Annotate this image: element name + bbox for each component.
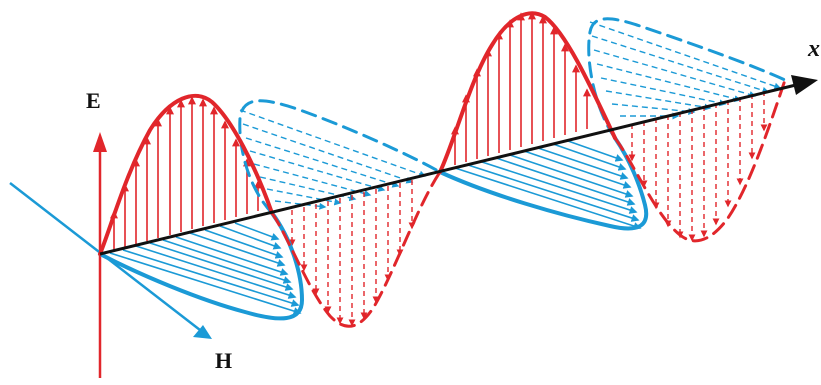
electric-field-vectors-dashed	[288, 91, 768, 327]
e-axis	[93, 132, 107, 378]
e-label: E	[86, 88, 101, 113]
h-label: H	[215, 348, 232, 373]
electric-field-envelope	[98, 11, 617, 256]
magnetic-field-vectors-dashed	[239, 21, 782, 210]
magnetic-field-envelope	[98, 136, 649, 321]
magnetic-field-envelope-dashed	[238, 17, 787, 215]
electric-field-vectors-solid	[110, 11, 591, 250]
propagation-axis	[99, 75, 818, 256]
electric-field-envelope-dashed	[270, 78, 787, 328]
x-label: x	[807, 36, 820, 62]
magnetic-field-vectors-solid	[109, 140, 642, 315]
